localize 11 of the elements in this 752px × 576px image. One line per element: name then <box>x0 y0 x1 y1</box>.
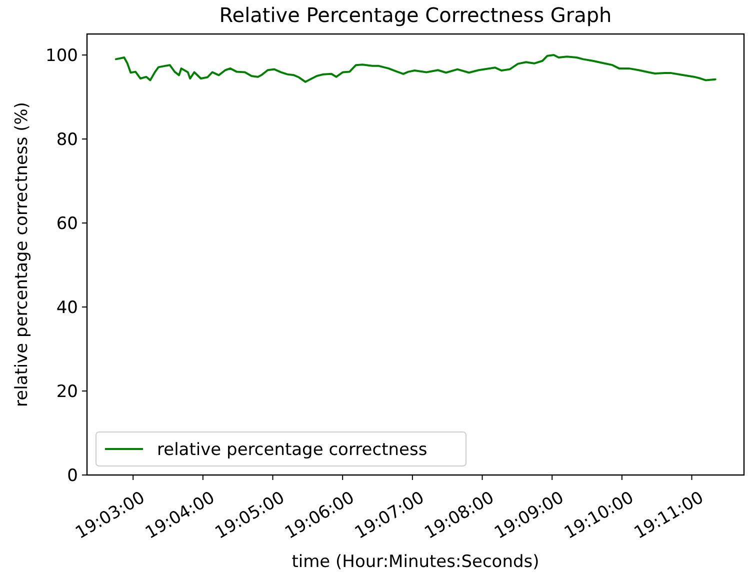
y-tick-label: 0 <box>67 466 78 486</box>
y-tick-label: 100 <box>46 46 78 66</box>
chart-title: Relative Percentage Correctness Graph <box>219 3 612 27</box>
y-tick-label: 40 <box>56 298 78 318</box>
line-series <box>114 54 716 83</box>
y-tick-label: 60 <box>56 214 78 234</box>
y-tick-label: 20 <box>56 382 78 402</box>
x-axis-title: time (Hour:Minutes:Seconds) <box>292 552 540 572</box>
y-tick-label: 80 <box>56 130 78 150</box>
legend-label: relative percentage correctness <box>157 440 428 460</box>
y-axis-title: relative percentage correctness (%) <box>12 102 32 408</box>
